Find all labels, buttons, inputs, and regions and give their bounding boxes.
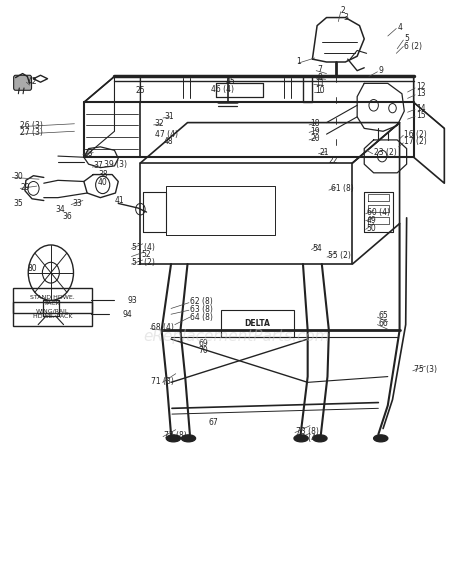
Text: 3: 3 <box>343 13 348 22</box>
Ellipse shape <box>294 435 308 442</box>
Text: 37: 37 <box>93 161 103 171</box>
Text: 71 (3): 71 (3) <box>151 376 174 386</box>
Text: 7: 7 <box>317 65 322 74</box>
Ellipse shape <box>166 435 181 442</box>
Text: STAND HDWE.
PACK: STAND HDWE. PACK <box>30 295 75 306</box>
Text: 17 (2): 17 (2) <box>404 137 427 146</box>
Text: 40: 40 <box>98 177 108 187</box>
Text: 51 (4): 51 (4) <box>132 243 155 252</box>
Text: 45: 45 <box>225 77 235 85</box>
Text: 26 (3): 26 (3) <box>20 121 43 130</box>
Text: 74 (4): 74 (4) <box>296 434 319 444</box>
Text: 16 (2): 16 (2) <box>404 130 427 139</box>
Text: 80: 80 <box>27 263 37 273</box>
Text: 21: 21 <box>319 148 329 157</box>
Text: 31: 31 <box>164 113 173 121</box>
Text: 22: 22 <box>329 155 338 165</box>
Text: 28: 28 <box>84 148 93 158</box>
Text: 20: 20 <box>310 134 319 143</box>
Text: 19: 19 <box>310 127 319 136</box>
Ellipse shape <box>374 435 388 442</box>
Text: 75 (3): 75 (3) <box>414 365 437 374</box>
Text: 63 (8): 63 (8) <box>190 304 213 314</box>
Text: 64 (8): 64 (8) <box>190 313 213 322</box>
Text: 54: 54 <box>312 244 322 253</box>
Text: 29: 29 <box>20 183 30 192</box>
Text: 25: 25 <box>136 86 146 95</box>
Text: 33: 33 <box>72 199 82 208</box>
Text: DELTA: DELTA <box>244 319 270 328</box>
Text: 1: 1 <box>296 57 301 67</box>
Text: 30: 30 <box>13 172 23 181</box>
Text: 39 (3): 39 (3) <box>104 160 127 169</box>
Text: 27 (3): 27 (3) <box>20 129 43 137</box>
Text: 47 (4): 47 (4) <box>155 130 178 139</box>
Text: 6 (2): 6 (2) <box>404 42 422 51</box>
Text: 52: 52 <box>142 251 151 259</box>
Text: 34: 34 <box>55 205 65 213</box>
Text: 70: 70 <box>198 346 208 355</box>
Text: 48: 48 <box>164 136 173 146</box>
Text: 53 (2): 53 (2) <box>132 258 155 267</box>
Text: 50: 50 <box>366 224 376 233</box>
Text: 2: 2 <box>341 6 346 15</box>
Text: 46 (4): 46 (4) <box>211 85 234 93</box>
Text: 23 (2): 23 (2) <box>374 148 396 157</box>
Text: 42: 42 <box>27 77 37 85</box>
Text: 67: 67 <box>209 418 219 427</box>
Text: 65: 65 <box>378 311 388 321</box>
Text: eReplacementParts.com: eReplacementParts.com <box>144 329 330 344</box>
Text: 72 (8): 72 (8) <box>164 431 187 440</box>
Text: 55 (2): 55 (2) <box>328 252 351 260</box>
Text: 61 (8): 61 (8) <box>331 184 354 194</box>
Text: 68 (4): 68 (4) <box>151 323 174 332</box>
Text: 49: 49 <box>366 216 376 225</box>
Text: 5: 5 <box>404 34 409 44</box>
Text: 18: 18 <box>310 119 319 128</box>
Text: 36: 36 <box>63 212 73 220</box>
Text: 15: 15 <box>416 111 426 119</box>
Text: 32: 32 <box>155 119 164 128</box>
FancyBboxPatch shape <box>14 75 32 90</box>
Bar <box>220 310 293 338</box>
Text: 13: 13 <box>416 89 426 98</box>
Text: 66: 66 <box>378 319 388 328</box>
Text: 9: 9 <box>378 66 383 75</box>
Text: 62 (8): 62 (8) <box>190 297 213 306</box>
Ellipse shape <box>182 435 196 442</box>
Text: 73 (8): 73 (8) <box>296 427 319 436</box>
Text: 35: 35 <box>13 199 23 208</box>
Text: 11: 11 <box>315 79 324 88</box>
Text: 69: 69 <box>198 339 208 347</box>
Text: WING/RAIL
HDWE. PACK: WING/RAIL HDWE. PACK <box>33 309 73 320</box>
Text: 38: 38 <box>98 170 108 179</box>
Text: 14: 14 <box>416 104 426 113</box>
Ellipse shape <box>313 435 327 442</box>
Text: 93: 93 <box>128 296 137 305</box>
Text: 4: 4 <box>397 23 402 32</box>
Text: 60 (4): 60 (4) <box>366 208 390 217</box>
Text: 10: 10 <box>315 86 324 95</box>
Text: 12: 12 <box>416 82 426 91</box>
Text: 94: 94 <box>123 310 133 320</box>
Text: 41: 41 <box>115 196 124 205</box>
Text: 8: 8 <box>317 72 322 82</box>
